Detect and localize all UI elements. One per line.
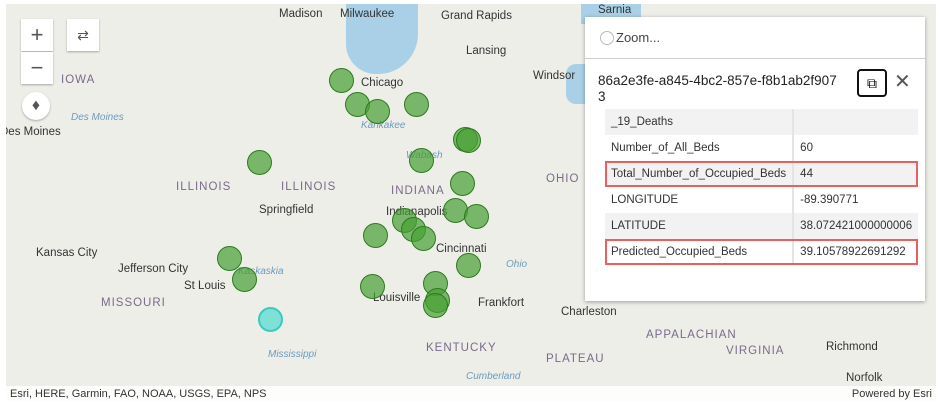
map-label-ohio-river: Ohio [506,259,528,270]
field-name: _19_Deaths [605,109,795,135]
map-label-frankfort: Frankfort [478,297,525,309]
map-label-sarnia: Sarnia [598,4,632,16]
hospital-point[interactable] [329,68,354,93]
map-label-indiana: INDIANA [391,185,445,197]
hospital-point[interactable] [409,148,434,173]
loading-spinner-icon [600,30,614,45]
field-value: 39.10578922691292 [800,246,906,258]
close-icon: ✕ [894,71,911,93]
hospital-point[interactable] [232,267,257,292]
dock-button[interactable]: ⧉ [857,69,887,97]
field-name: LONGITUDE [605,187,795,213]
map-label-milwaukee: Milwaukee [340,8,395,20]
field-value: 44 [800,168,813,180]
map-label-chicago: Chicago [361,77,404,89]
hospital-point[interactable] [456,128,481,153]
compass-icon[interactable]: ♦ [22,92,50,120]
map-label-grand-rapids: Grand Rapids [441,10,512,22]
map-label-kankakee: Kankakee [361,120,406,131]
basemap-toggle-icon[interactable]: ⇄ [67,19,99,51]
hospital-point[interactable] [450,171,475,196]
field-name: Number_of_All_Beds [605,135,795,161]
attribute-row: _19_Deaths [605,109,919,135]
attribute-row: Predicted_Occupied_Beds 39.10578922691292 [605,239,919,265]
attribute-row: LONGITUDE -89.390771 [605,187,918,213]
attribute-row: Total_Number_of_Occupied_Beds 44 [605,161,919,187]
map-label-charleston: Charleston [561,306,617,318]
zoom-in-button[interactable]: + [21,19,53,51]
field-value [793,109,918,135]
map-label-madison: Madison [279,8,323,20]
lake-michigan [346,4,418,74]
map-label-richmond: Richmond [826,341,878,353]
map-label-cincinnati: Cincinnati [436,243,487,255]
map-label-kaskaskia: Kaskaskia [238,266,284,277]
field-name: LATITUDE [605,213,795,239]
map-label-des-moines: Des Moines [6,126,61,138]
hospital-point[interactable] [404,92,429,117]
map-label-des-moines-river: Des Moines [71,112,124,123]
selected-hospital-point[interactable] [258,307,283,332]
close-button[interactable]: ✕ [894,69,911,94]
hospital-point[interactable] [443,198,468,223]
map-label-louisville: Louisville [373,292,421,304]
map-label-illinois-state: ILLINOIS [176,181,232,193]
map-label-norfolk: Norfolk [846,372,883,384]
zoom-label: Zoom... [616,30,661,45]
map-label-kansas-city: Kansas City [36,247,98,259]
attribution-bar: Esri, HERE, Garmin, FAO, NOAA, USGS, EPA… [6,386,936,402]
feature-popup: Zoom... 86a2e3fe-a845-4bc2-857e-f8b1ab2f… [585,17,925,301]
map-label-missouri: MISSOURI [101,297,166,309]
map-label-illinois-river: ILLINOIS [281,181,337,193]
map-label-windsor: Windsor [533,70,576,82]
dock-icon: ⧉ [867,74,877,91]
field-value: 38.072421000000006 [800,220,913,232]
attribution-text: Esri, HERE, Garmin, FAO, NOAA, USGS, EPA… [10,388,267,400]
map-label-kentucky: KENTUCKY [426,342,497,354]
map-label-iowa: IOWA [61,74,96,86]
popup-title: 86a2e3fe-a845-4bc2-857e-f8b1ab2f9073 [598,73,837,104]
field-value: 60 [800,142,813,154]
map-label-jefferson-city: Jefferson City [118,263,189,275]
field-name: Total_Number_of_Occupied_Beds [605,161,795,187]
hospital-point[interactable] [217,246,242,271]
hospital-point[interactable] [247,150,272,175]
hospital-point[interactable] [365,99,390,124]
map-label-lansing: Lansing [466,45,507,57]
hospital-point[interactable] [423,293,448,318]
attribute-row: LATITUDE 38.072421000000006 [605,213,919,239]
map-label-mississippi: Mississippi [268,349,317,360]
attribute-row: Number_of_All_Beds 60 [605,135,918,161]
powered-by-link[interactable]: Powered by Esri [851,388,932,400]
map-label-plateau: PLATEAU [546,353,605,365]
hospital-point[interactable] [464,204,489,229]
hospital-point[interactable] [363,223,388,248]
map-label-appalachian: APPALACHIAN [646,329,737,341]
map-label-virginia: VIRGINIA [726,345,785,357]
map-label-springfield: Springfield [259,204,314,216]
attribute-table: _19_Deaths Number_of_All_Beds 60 Total_Numb… [605,109,919,265]
map-label-st-louis: St Louis [184,280,226,292]
map-label-cumberland: Cumberland [466,371,521,382]
field-name: Predicted_Occupied_Beds [605,239,795,265]
zoom-to-action[interactable]: Zoom... [585,17,925,59]
zoom-out-button[interactable]: − [21,52,53,84]
hospital-point[interactable] [411,226,436,251]
map-label-ohio: OHIO [546,173,580,185]
hospital-point[interactable] [360,274,385,299]
field-value: -89.390771 [800,194,859,206]
hospital-point[interactable] [456,253,481,278]
